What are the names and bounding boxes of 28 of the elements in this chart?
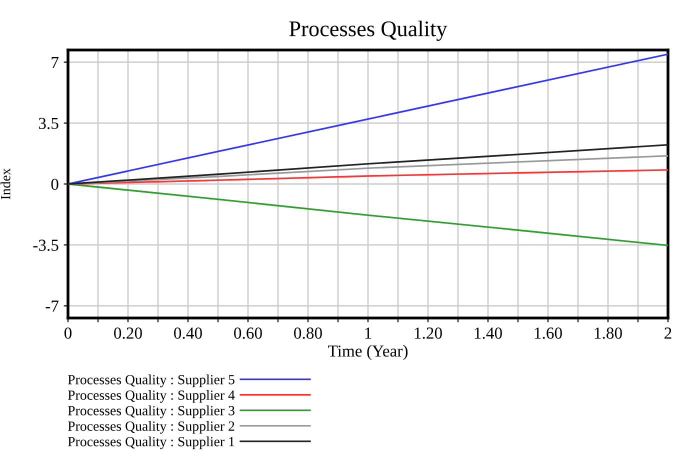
x-tick-label: 1.60 bbox=[534, 328, 562, 339]
y-tick-label: 0 bbox=[51, 178, 58, 190]
legend-label: Processes Quality : Supplier 2 bbox=[68, 421, 234, 434]
y-tick-label: -3.5 bbox=[33, 240, 58, 251]
chart-title: Processes Quality bbox=[289, 20, 448, 41]
x-tick-label: 0.20 bbox=[114, 328, 142, 339]
y-axis-title: Index bbox=[0, 168, 10, 200]
legend-label: Processes Quality : Supplier 3 bbox=[68, 406, 234, 418]
y-tick-label: 7 bbox=[52, 57, 58, 68]
x-tick-label: 1.80 bbox=[594, 328, 622, 339]
y-tick-label: -7 bbox=[46, 300, 58, 312]
x-tick-label: 1 bbox=[365, 328, 372, 339]
y-tick-label: 3.5 bbox=[38, 118, 58, 130]
x-tick-label: 2 bbox=[664, 328, 672, 339]
x-tick-label: 0.40 bbox=[174, 328, 202, 339]
x-tick-label: 0 bbox=[64, 328, 72, 339]
x-axis-title: Time (Year) bbox=[328, 344, 408, 360]
legend-label: Processes Quality : Supplier 5 bbox=[68, 374, 234, 388]
line-series bbox=[68, 53, 668, 185]
x-tick-label: 1.20 bbox=[414, 328, 442, 339]
x-tick-label: 0.60 bbox=[234, 328, 262, 339]
line-series bbox=[68, 183, 668, 246]
x-tick-label: 0.80 bbox=[294, 328, 322, 339]
line-series bbox=[68, 154, 668, 185]
legend-label: Processes Quality : Supplier 1 bbox=[68, 436, 234, 450]
line-series bbox=[68, 144, 668, 185]
x-tick-label: 1.40 bbox=[474, 328, 502, 339]
legend-label: Processes Quality : Supplier 4 bbox=[68, 390, 235, 403]
